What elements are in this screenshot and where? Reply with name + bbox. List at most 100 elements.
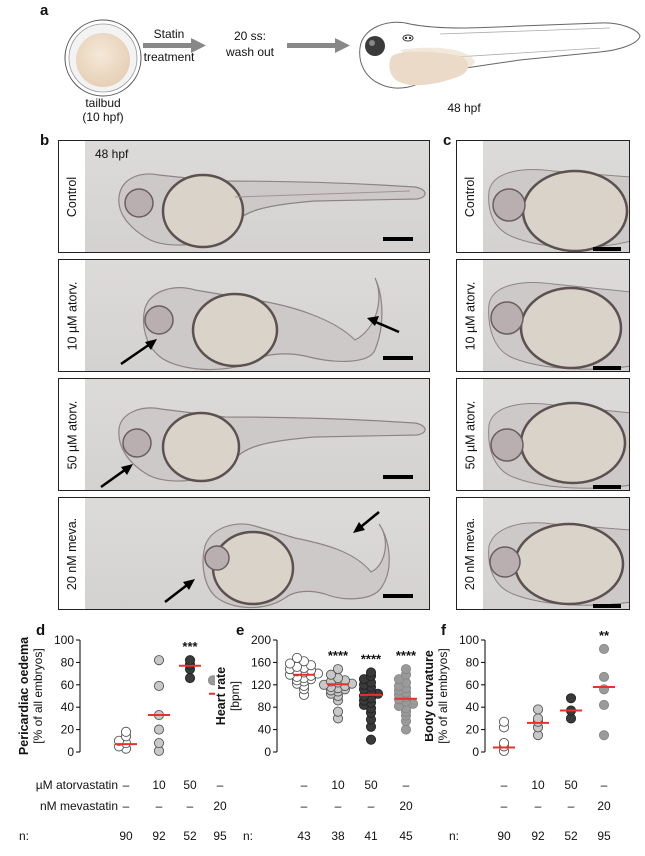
n-row-label: n:: [18, 829, 29, 843]
y-tick-label: 20: [466, 723, 480, 737]
atorvastatin-value: –: [600, 778, 608, 792]
y-tick-label: 120: [251, 678, 271, 692]
row-label-atorv-50: 50 µM atorv.: [59, 379, 86, 490]
y-tick-label: 100: [459, 633, 479, 647]
panel-label-d: d: [36, 622, 46, 639]
data-point: [153, 737, 165, 749]
mevastatin-value: –: [500, 799, 508, 813]
y-tick-label: 0: [472, 745, 479, 759]
significance-label: ****: [328, 648, 349, 663]
data-point: [207, 675, 215, 686]
mevastatin-value: –: [334, 799, 342, 813]
data-point: [498, 716, 510, 727]
n-value: 95: [597, 829, 611, 843]
panel-label-e: e: [236, 622, 245, 639]
data-point: [400, 664, 412, 675]
row-label-control: Control: [457, 141, 484, 252]
atorvastatin-value: –: [402, 778, 410, 792]
n-value: 92: [152, 829, 166, 843]
mevastatin-value: 20: [597, 799, 611, 813]
data-point: [532, 704, 544, 715]
micrograph-atorv-50: 50 µM atorv.: [58, 378, 430, 491]
arrow-icon: [164, 511, 380, 603]
data-point: [153, 680, 165, 691]
atorvastatin-value: 50: [183, 778, 197, 792]
data-point: [565, 693, 577, 704]
embryo-closeup: [488, 522, 629, 606]
atorvastatin-value: 10: [152, 778, 166, 792]
stage-start-time: (10 hpf): [82, 110, 124, 124]
atorvastatin-value: 10: [331, 778, 345, 792]
panel-label-b: b: [40, 132, 50, 149]
mevastatin-value: 20: [213, 799, 227, 813]
data-point: [365, 734, 377, 745]
mevastatin-value: 20: [399, 799, 413, 813]
embryo-image: [118, 407, 426, 483]
data-point: [291, 652, 303, 663]
mevastatin-value: –: [534, 799, 542, 813]
panel-label-f: f: [441, 622, 446, 639]
atorvastatin-value: 50: [564, 778, 578, 792]
larva-icon: [359, 21, 641, 89]
chart-body-curvature: 0 20 40 60 80 100 Body curvature [% of all embr…: [425, 628, 615, 759]
scale-bar: [383, 475, 413, 479]
y-tick-label: 80: [61, 655, 75, 669]
closeup-control: Control: [456, 140, 630, 253]
micrograph-control: Control 48 hpf: [58, 140, 430, 253]
n-value: 52: [183, 829, 197, 843]
chart-pericardiac-oedema: 0 20 40 60 80 100 Pericardiac oedema [% of all …: [17, 633, 215, 759]
data-point: [498, 737, 510, 749]
scale-bar: [593, 247, 621, 251]
timepoint-label: 48 hpf: [95, 147, 129, 161]
photo: [483, 141, 629, 252]
data-point: [113, 735, 125, 746]
arrow-icon: [120, 316, 400, 366]
step2-line2: wash out: [225, 45, 275, 59]
data-point: [532, 713, 544, 724]
y-tick-label: 0: [67, 745, 74, 759]
photo: [85, 379, 429, 490]
atorvastatin-value: –: [500, 778, 508, 792]
significance-label: ****: [396, 648, 417, 663]
data-point: [284, 658, 296, 669]
atorvastatin-row-label: µM atorvastatin: [35, 778, 118, 792]
closeup-meva-20: 20 nM meva.: [456, 497, 630, 610]
y-tick-label: 40: [466, 700, 480, 714]
data-point: [153, 724, 165, 735]
scale-bar: [593, 366, 621, 370]
photo: [483, 260, 629, 371]
data-point: [120, 726, 132, 737]
n-value: 45: [399, 829, 413, 843]
photo: [85, 141, 429, 252]
y-tick-label: 160: [251, 655, 271, 669]
y-tick-label: 80: [258, 700, 272, 714]
photo: [483, 379, 629, 490]
scale-bar: [593, 604, 621, 608]
scale-bar: [383, 237, 413, 241]
row-label-control: Control: [59, 141, 86, 252]
y-axis-title: Body curvature: [425, 650, 436, 742]
y-axis-unit: [bpm]: [228, 681, 242, 711]
mevastatin-value: –: [367, 799, 375, 813]
embryo-image: [142, 277, 383, 371]
n-value: 41: [364, 829, 378, 843]
significance-label: ***: [182, 639, 198, 654]
atorvastatin-value: –: [216, 778, 224, 792]
scale-bar: [383, 356, 413, 360]
atorvastatin-value: –: [300, 778, 308, 792]
panel-label-c: c: [443, 132, 452, 149]
data-point: [184, 673, 196, 684]
y-tick-label: 40: [61, 700, 75, 714]
significance-label: ****: [361, 651, 382, 666]
y-tick-label: 40: [258, 723, 272, 737]
arrow-icon: [100, 464, 133, 489]
embryo-image: [202, 523, 390, 609]
closeup-atorv-50: 50 µM atorv.: [456, 378, 630, 491]
step1-line1: Statin: [153, 27, 185, 41]
y-axis-title: Heart rate: [215, 667, 228, 725]
embryo-image: [118, 173, 426, 249]
micrograph-meva-20: 20 nM meva.: [58, 497, 430, 610]
y-axis-unit: [% of all embryos]: [31, 648, 45, 743]
egg-icon: [64, 19, 142, 97]
row-label-atorv-50: 50 µM atorv.: [457, 379, 484, 490]
